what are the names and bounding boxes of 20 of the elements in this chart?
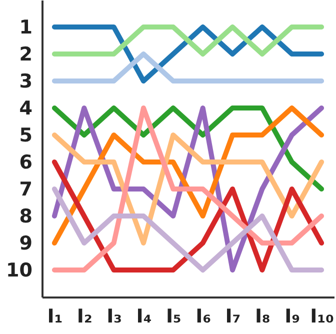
x-tick-label: I₁₀ <box>310 306 334 328</box>
x-tick-label: I₉ <box>284 306 300 328</box>
x-tick-label: I₇ <box>225 306 241 328</box>
y-tick-label: 10 <box>6 260 32 282</box>
y-tick-label: 2 <box>19 44 32 66</box>
x-tick-label: I₆ <box>196 306 212 328</box>
x-tick-label: I₈ <box>254 306 270 328</box>
x-tick-label: I₃ <box>106 306 122 328</box>
y-tick-label: 8 <box>19 206 32 228</box>
x-tick-label: I₂ <box>76 306 92 328</box>
y-tick-label: 4 <box>19 98 32 120</box>
x-tick-label: I₁ <box>47 306 63 328</box>
y-tick-label: 6 <box>19 152 32 174</box>
y-tick-label: 7 <box>19 178 32 200</box>
y-tick-label: 3 <box>19 70 32 92</box>
y-tick-label: 5 <box>19 124 32 146</box>
y-tick-label: 9 <box>19 232 32 254</box>
x-tick-label: I₄ <box>136 306 152 328</box>
x-tick-label: I₅ <box>166 306 182 328</box>
y-tick-label: 1 <box>19 16 32 38</box>
